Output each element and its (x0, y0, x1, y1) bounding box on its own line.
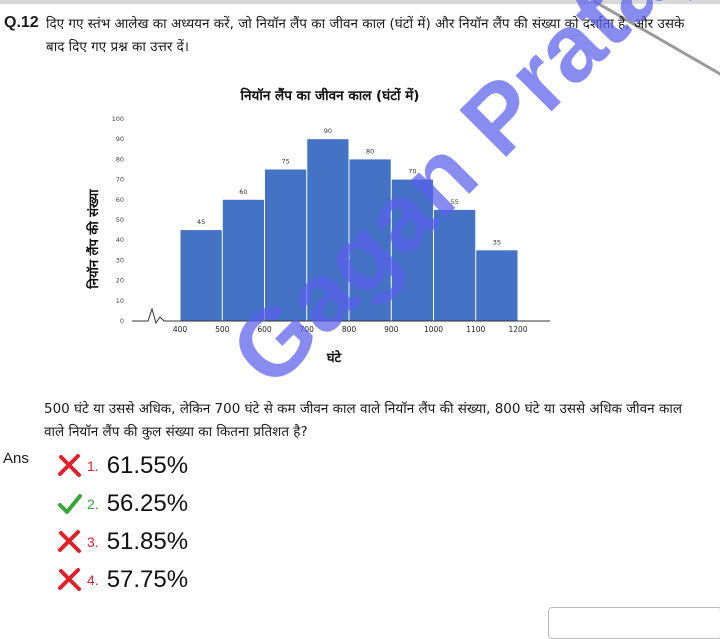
option-1[interactable]: 1. 61.55% (55, 449, 188, 483)
histogram-bar (265, 170, 306, 322)
option-number: 1. (87, 458, 99, 474)
y-tick-label: 40 (116, 236, 124, 244)
bar-value-label: 90 (324, 127, 332, 135)
histogram-bar (223, 200, 264, 321)
histogram-chart: नियॉन लैंप का जीवन काल (घंटों में) नियॉन… (70, 74, 550, 374)
y-tick-label: 20 (116, 277, 124, 285)
chart-title: नियॉन लैंप का जीवन काल (घंटों में) (240, 87, 420, 104)
x-tick-label: 900 (384, 325, 399, 334)
question-number: Q.12 (4, 14, 39, 32)
cross-icon (55, 566, 85, 594)
histogram-bar (392, 180, 433, 321)
option-value: 51.85% (107, 528, 188, 556)
y-tick-label: 50 (116, 216, 124, 224)
question-text: दिए गए स्तंभ आलेख का अध्ययन करें, जो निय… (46, 13, 706, 59)
x-tick-label: 700 (300, 325, 315, 334)
x-axis-label: घंटे (326, 350, 342, 366)
y-tick-label: 10 (116, 297, 124, 305)
top-divider (0, 0, 720, 4)
option-2[interactable]: 2. 56.25% (55, 487, 188, 521)
x-tick-label: 1200 (508, 325, 527, 334)
cross-icon (55, 528, 85, 556)
check-icon (55, 490, 85, 518)
x-tick-label: 1000 (424, 325, 443, 334)
y-axis-label: नियॉन लैंप की संख्या (86, 189, 102, 290)
x-tick-label: 1100 (466, 325, 485, 334)
y-tick-label: 90 (116, 135, 124, 143)
bar-value-label: 60 (239, 188, 247, 196)
bar-value-label: 80 (366, 147, 374, 155)
histogram-bar (181, 230, 222, 321)
option-number: 4. (87, 572, 99, 588)
x-tick-label: 500 (215, 325, 230, 334)
y-tick-label: 70 (116, 176, 124, 184)
bar-value-label: 70 (408, 168, 416, 176)
histogram-bar (476, 250, 517, 321)
x-tick-label: 800 (342, 325, 357, 334)
x-tick-label: 600 (257, 325, 272, 334)
option-number: 3. (87, 534, 99, 550)
histogram-bar (307, 139, 348, 321)
option-4[interactable]: 4. 57.75% (55, 563, 188, 597)
plot-area: 45 60 75 90 80 70 55 35 0 10 20 30 40 50 60 70 80 90 100 40… (112, 115, 550, 334)
question-prompt: 500 घंटे या उससे अधिक, लेकिन 700 घंटे से… (44, 398, 704, 444)
bar-value-label: 35 (493, 238, 501, 246)
y-tick-label: 0 (120, 317, 124, 325)
histogram-bar (434, 210, 475, 321)
cross-icon (55, 452, 85, 480)
bar-value-label: 55 (450, 198, 458, 206)
y-tick-label: 30 (116, 256, 124, 264)
corner-box (548, 607, 720, 639)
option-value: 61.55% (107, 452, 188, 480)
histogram-bar (350, 159, 391, 321)
option-number: 2. (87, 496, 99, 512)
bar-value-label: 75 (281, 158, 289, 166)
y-tick-label: 100 (112, 115, 124, 123)
option-value: 57.75% (107, 566, 188, 594)
bar-value-label: 45 (197, 218, 205, 226)
y-tick-label: 60 (116, 196, 124, 204)
x-tick-label: 400 (173, 325, 188, 334)
option-value: 56.25% (107, 490, 188, 518)
option-3[interactable]: 3. 51.85% (55, 525, 188, 559)
answer-label: Ans (3, 450, 29, 467)
y-tick-label: 80 (116, 155, 124, 163)
